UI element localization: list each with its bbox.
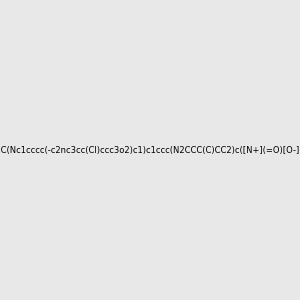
Text: O=C(Nc1cccc(-c2nc3cc(Cl)ccc3o2)c1)c1ccc(N2CCC(C)CC2)c([N+](=O)[O-])c1: O=C(Nc1cccc(-c2nc3cc(Cl)ccc3o2)c1)c1ccc(… <box>0 146 300 154</box>
